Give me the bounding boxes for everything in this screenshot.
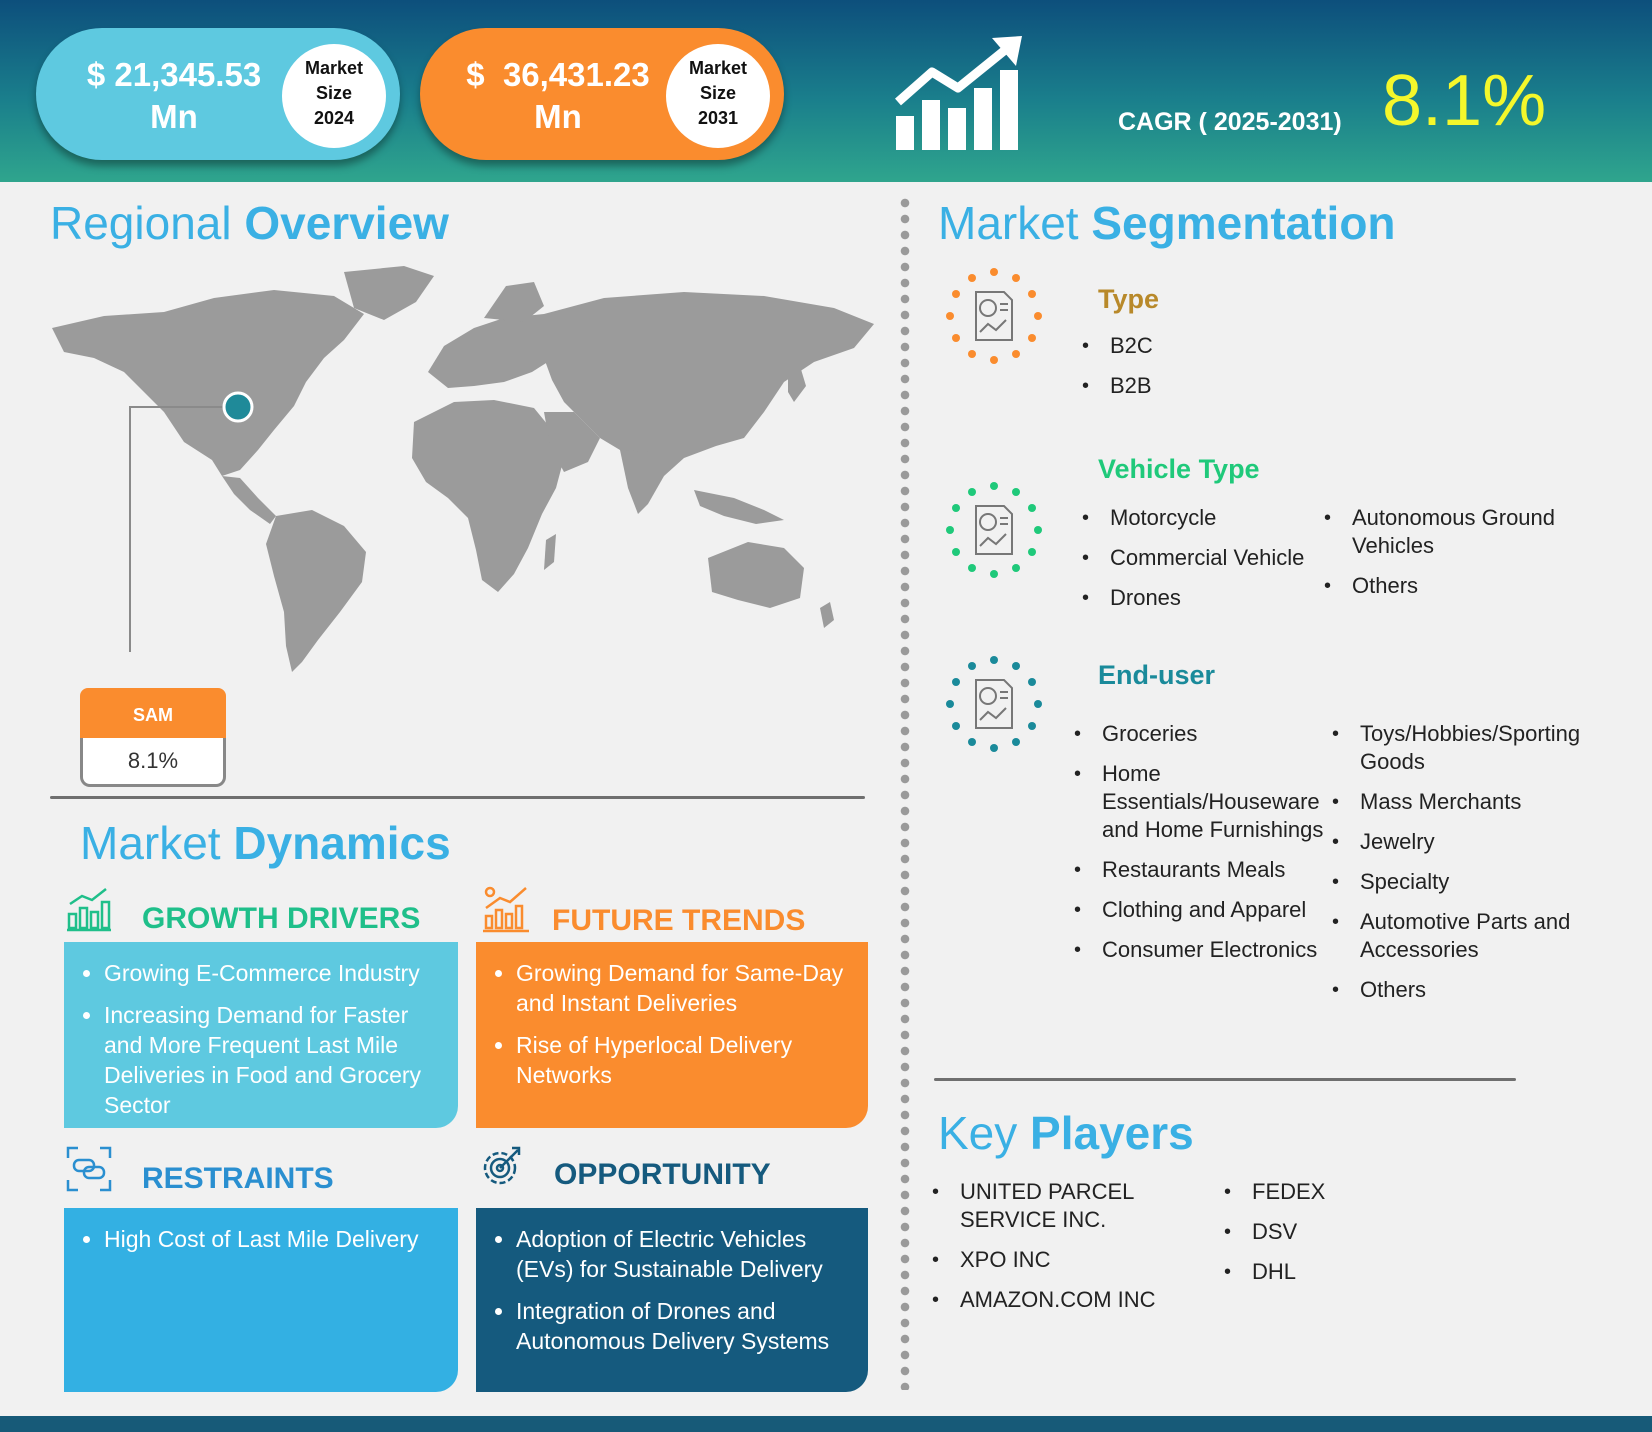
future-trend-item: Rise of Hyperlocal Delivery Networks [516,1030,850,1090]
opportunity-item: Adoption of Electric Vehicles (EVs) for … [516,1224,850,1284]
list-item: DSV [1222,1218,1422,1246]
list-item: B2C [1080,332,1380,360]
list-item: Commercial Vehicle [1080,544,1310,572]
list-item: Others [1322,572,1562,600]
list-item: UNITED PARCEL SERVICE INC. [930,1178,1220,1234]
type-list: B2C B2B [1080,332,1380,412]
footer-bar [0,1416,1652,1432]
market-size-2031-badge: Market Size 2031 [666,44,770,148]
end-user-heading: End-user [1098,660,1216,690]
market-dynamics-title: Market Dynamics [80,817,451,869]
opportunity-box: Adoption of Electric Vehicles (EVs) for … [476,1208,868,1392]
opportunity-heading: OPPORTUNITY [554,1158,771,1191]
vehicle-type-list-1: Motorcycle Commercial Vehicle Drones [1080,504,1310,624]
restraints-box: High Cost of Last Mile Delivery [64,1208,458,1392]
list-item: Consumer Electronics [1072,936,1334,964]
growth-chart-icon [67,888,111,932]
trend-chart-icon [483,886,529,933]
key-players-title: Key Players [938,1107,1194,1159]
market-size-2024-pill: $ 21,345.53 Mn Market Size 2024 [36,28,400,160]
segmentation-divider [934,1078,1516,1081]
header-banner: $ 21,345.53 Mn Market Size 2024 $ 36,431… [0,0,1652,182]
cagr-value: 8.1% [1382,61,1547,141]
list-item: Toys/Hobbies/Sporting Goods [1330,720,1592,776]
end-user-list-1: Groceries Home Essentials/Houseware and … [1072,720,1334,976]
opportunity-item: Integration of Drones and Autonomous Del… [516,1296,850,1356]
type-heading: Type [1098,284,1160,314]
list-item: Groceries [1072,720,1334,748]
list-item: Drones [1080,584,1310,612]
list-item: Home Essentials/Houseware and Home Furni… [1072,760,1334,844]
regional-overview-title: Regional Overview [50,197,449,249]
list-item: AMAZON.COM INC [930,1286,1220,1314]
list-item: DHL [1222,1258,1422,1286]
restraint-item: High Cost of Last Mile Delivery [104,1224,440,1254]
document-chart-icon [946,268,1042,364]
sam-label: SAM [80,688,226,742]
growth-driver-item: Growing E-Commerce Industry [104,958,440,988]
end-user-list-2: Toys/Hobbies/Sporting Goods Mass Merchan… [1330,720,1592,1016]
cagr-label: CAGR ( 2025-2031) [1118,108,1342,136]
list-item: FEDEX [1222,1178,1422,1206]
market-size-2031-value: $ 36,431.23 Mn [466,56,650,135]
key-players-list-1: UNITED PARCEL SERVICE INC. XPO INC AMAZO… [930,1178,1220,1326]
gear-target-icon [483,1146,521,1185]
map-connector-line [129,406,226,652]
future-trend-item: Growing Demand for Same-Day and Instant … [516,958,850,1018]
market-size-2024-badge: Market Size 2024 [282,44,386,148]
market-size-2031-pill: $ 36,431.23 Mn Market Size 2031 [420,28,784,160]
list-item: Mass Merchants [1330,788,1592,816]
north-america-marker [222,391,254,423]
list-item: Others [1330,976,1592,1004]
list-item: Jewelry [1330,828,1592,856]
vehicle-type-list-2: Autonomous Ground Vehicles Others [1322,504,1562,612]
growth-bars-icon [895,36,1022,150]
document-chart-icon [946,482,1042,578]
list-item: Motorcycle [1080,504,1310,532]
list-item: Autonomous Ground Vehicles [1322,504,1562,560]
list-item: Specialty [1330,868,1592,896]
list-item: Automotive Parts and Accessories [1330,908,1592,964]
growth-driver-item: Increasing Demand for Faster and More Fr… [104,1000,440,1120]
future-trends-heading: FUTURE TRENDS [552,904,806,937]
chain-link-icon [66,1146,112,1192]
vehicle-type-heading: Vehicle Type [1098,454,1260,484]
document-chart-icon [946,656,1042,752]
sam-value: 8.1% [80,738,226,787]
growth-drivers-box: Growing E-Commerce Industry Increasing D… [64,942,458,1128]
vertical-dotted-divider [900,195,910,1390]
regional-divider [50,796,865,799]
future-trends-box: Growing Demand for Same-Day and Instant … [476,942,868,1128]
growth-drivers-heading: GROWTH DRIVERS [142,902,421,935]
list-item: XPO INC [930,1246,1220,1274]
world-map [52,266,874,672]
market-size-2024-value: $ 21,345.53 Mn [86,56,262,135]
market-segmentation-title: Market Segmentation [938,197,1396,249]
list-item: Restaurants Meals [1072,856,1334,884]
key-players-list-2: FEDEX DSV DHL [1222,1178,1422,1298]
list-item: Clothing and Apparel [1072,896,1334,924]
list-item: B2B [1080,372,1380,400]
sam-box: SAM 8.1% [80,688,226,788]
restraints-heading: RESTRAINTS [142,1162,334,1195]
